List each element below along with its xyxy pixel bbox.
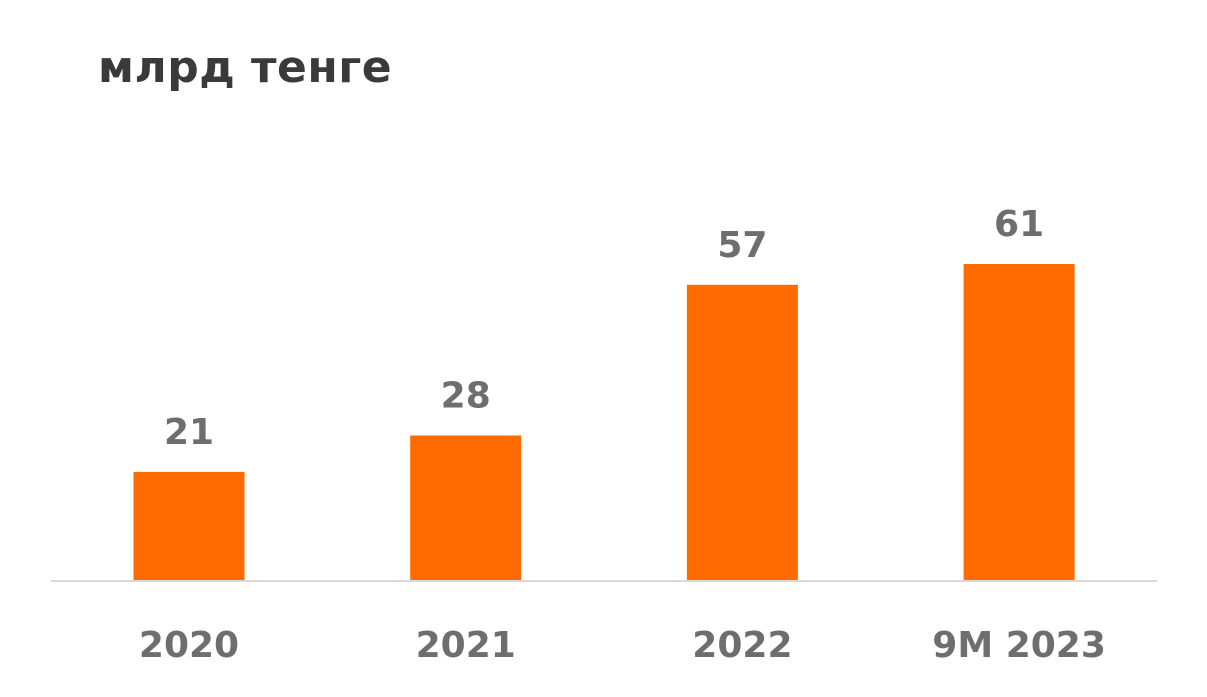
bar-2: [410, 435, 522, 581]
bar-1: [133, 471, 245, 581]
bar-3: [686, 284, 798, 581]
x-tick-label-2: 2021: [416, 625, 516, 666]
chart-title: млрд тенге: [98, 42, 393, 93]
data-label-3: 57: [717, 225, 767, 266]
data-label-4: 61: [994, 204, 1044, 245]
data-label-2: 28: [441, 376, 491, 417]
data-label-1: 21: [164, 412, 214, 453]
x-tick-label-4: 9M 2023: [932, 625, 1106, 666]
x-tick-label-3: 2022: [692, 625, 792, 666]
x-tick-label-1: 2020: [139, 625, 239, 666]
bar-4: [963, 264, 1075, 581]
